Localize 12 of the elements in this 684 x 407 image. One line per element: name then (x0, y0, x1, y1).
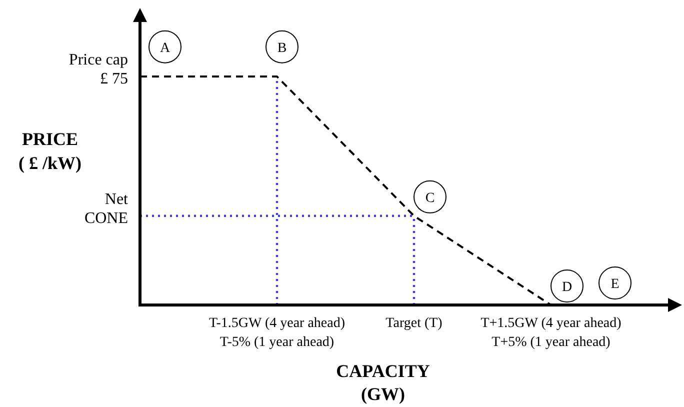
ref-line-label: Net CONE (84, 190, 129, 227)
annotation: D (562, 280, 572, 295)
x-axis-title: CAPACITY (GW) (336, 361, 430, 404)
x-tick-label: T-1.5GW (4 year ahead) T-5% (1 year ahead) (208, 316, 346, 350)
text: A (160, 40, 171, 56)
annotation: C (425, 190, 435, 206)
text: Price cap £ 75 (68, 52, 128, 88)
text: B (277, 40, 287, 56)
y-axis-title: PRICE ( £ /kW) (18, 129, 82, 173)
annotation: E (610, 277, 620, 292)
x-tick-label: Target (T) (386, 316, 443, 331)
x-tick-label: T+1.5GW (4 year ahead) T+5% (1 year ahead) (480, 316, 622, 350)
